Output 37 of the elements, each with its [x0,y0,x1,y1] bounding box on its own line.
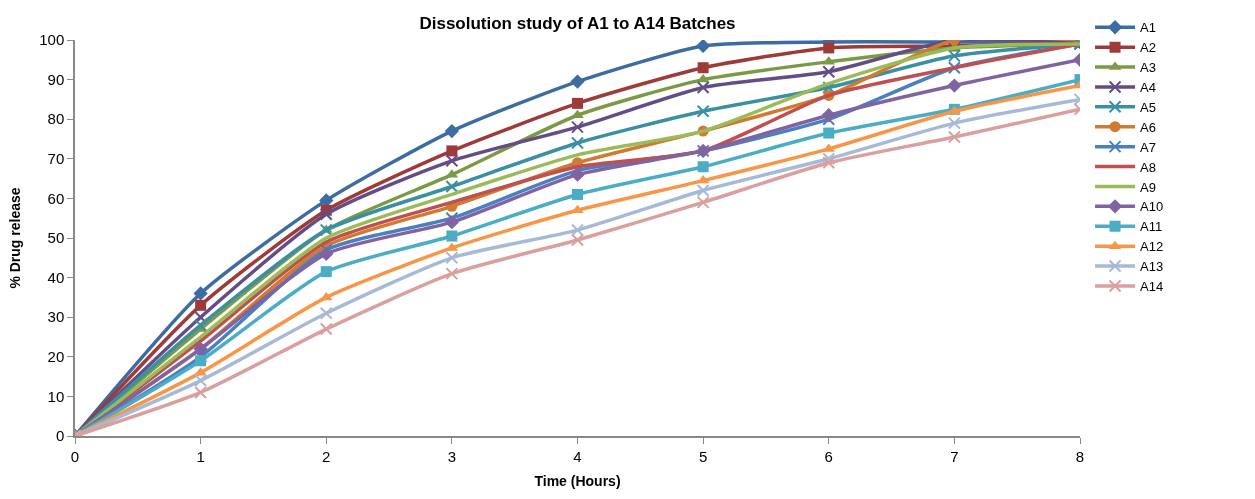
legend-label: A8 [1140,159,1156,175]
x-tick-label: 3 [447,447,457,465]
legend-label: A2 [1140,40,1156,56]
y-tick-label: 40 [47,268,65,286]
x-axis-title: Time (Hours) [534,472,621,489]
x-tick-label: 4 [573,447,582,465]
y-tick-label: 50 [47,229,65,247]
y-axis-title: % Drug release [7,187,24,289]
legend-label: A6 [1140,119,1156,135]
legend-label: A11 [1140,219,1163,235]
legend-label: A1 [1140,20,1156,36]
x-tick-label: 5 [698,447,708,465]
x-tick-label: 2 [322,447,331,465]
legend-label: A12 [1140,239,1164,255]
y-tick-label: 0 [55,427,65,445]
y-tick-label: 70 [47,150,65,168]
x-tick-label: 8 [1075,447,1085,465]
x-tick-label: 1 [196,447,205,465]
chart-title: Dissolution study of A1 to A14 Batches [419,14,736,34]
x-tick-label: 7 [950,447,959,465]
legend-label: A3 [1140,60,1156,76]
legend-label: A10 [1140,199,1164,215]
x-tick-label: 0 [70,447,80,465]
legend-label: A7 [1140,139,1156,155]
y-tick-label: 100 [39,31,65,49]
legend-label: A5 [1140,99,1156,115]
legend-label: A13 [1140,259,1164,275]
legend-label: A14 [1140,279,1164,294]
y-tick-label: 10 [47,387,65,405]
legend-label: A9 [1140,179,1156,195]
x-tick-label: 6 [824,447,833,465]
y-tick-label: 90 [47,70,65,88]
y-tick-label: 60 [47,189,65,207]
y-tick-label: 20 [47,348,65,366]
y-tick-label: 30 [47,308,65,326]
legend-label: A4 [1140,80,1156,95]
y-tick-label: 80 [47,110,65,128]
